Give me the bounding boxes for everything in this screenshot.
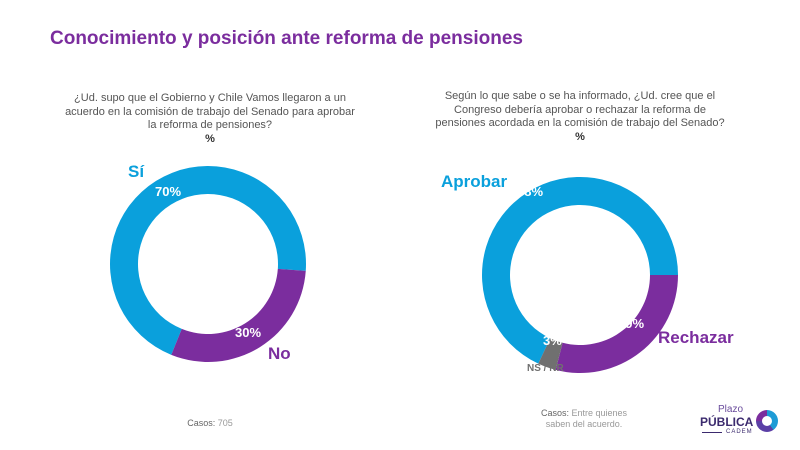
logo-line-1: Plazo	[718, 404, 744, 415]
category-label-rechazar: Rechazar	[658, 328, 734, 347]
footnote-1: Casos: 705	[160, 418, 260, 428]
value-label-si: 70%	[155, 184, 181, 199]
logo-line-2: PÚBLICA	[700, 415, 754, 429]
category-label-aprobar: Aprobar	[441, 172, 508, 191]
question-2: Según lo que sabe o se ha informado, ¿Ud…	[430, 90, 730, 144]
donut-slice-no	[171, 268, 306, 362]
question-1-text: ¿Ud. supo que el Gobierno y Chile Vamos …	[65, 92, 355, 131]
category-label-si: Sí	[128, 162, 145, 181]
value-label-no: 30%	[235, 325, 261, 340]
logo-line-3: CADEM	[726, 429, 753, 435]
question-2-unit: %	[575, 130, 585, 143]
donut-slice-rechazar	[555, 275, 678, 373]
value-label-rechazar: 29%	[618, 316, 644, 331]
logo-underline	[702, 432, 722, 433]
speech-bubble-logo-icon	[756, 410, 778, 432]
plaza-publica-cadem-logo: Plazo PÚBLICA CADEM	[700, 404, 790, 440]
value-label-aprobar: 68%	[517, 184, 543, 199]
question-1-unit: %	[205, 132, 215, 145]
donut-chart-2	[482, 177, 678, 373]
footnote-2-value: Entre quienes saben del acuerdo.	[545, 408, 628, 429]
donut-chart-1	[109, 166, 307, 362]
value-label-nsnr: 3%	[543, 333, 562, 348]
question-1: ¿Ud. supo que el Gobierno y Chile Vamos …	[60, 92, 360, 146]
donut-slice-ns-nr	[538, 338, 563, 370]
footnote-1-label: Casos:	[187, 418, 216, 428]
donut-slice-aprobar	[482, 177, 678, 364]
footnote-2-label: Casos:	[540, 408, 569, 418]
question-2-text: Según lo que sabe o se ha informado, ¿Ud…	[435, 90, 725, 129]
category-label-no: No	[268, 344, 291, 363]
donut-slice-s	[109, 166, 307, 355]
page-title: Conocimiento y posición ante reforma de …	[50, 28, 523, 49]
category-label-nsnr: NS / NR	[527, 363, 564, 374]
footnote-2: Casos: Entre quienes saben del acuerdo.	[538, 408, 630, 430]
footnote-1-value: 705	[217, 418, 233, 428]
